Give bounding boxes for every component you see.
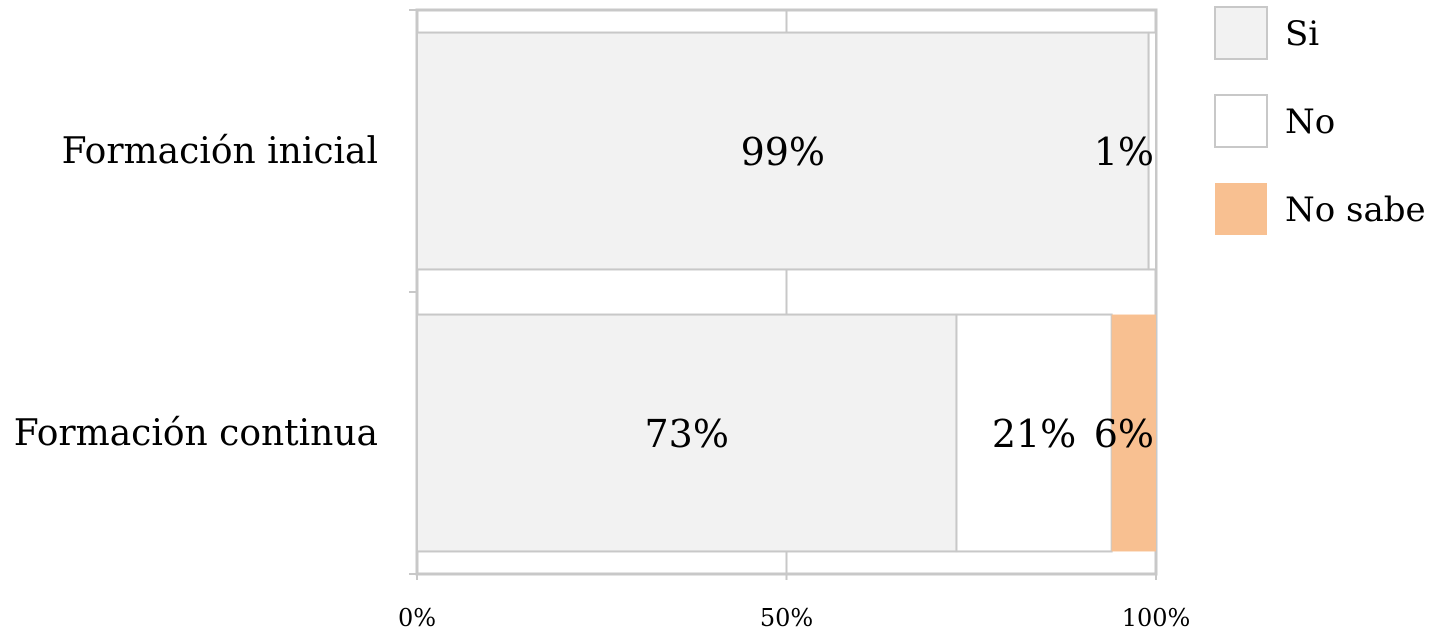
x-tick-label-50: 50% — [760, 604, 813, 630]
legend-swatch-no-sabe — [1215, 183, 1267, 235]
data-label-formacion-continua-no-sabe: 6% — [1094, 412, 1154, 456]
x-tick-label-100: 100% — [1122, 604, 1191, 630]
legend-label-no: No — [1285, 102, 1335, 142]
x-tick-label-0: 0% — [398, 604, 436, 630]
legend: Si No No sabe — [1214, 6, 1426, 235]
legend-label-si: Si — [1285, 14, 1319, 54]
bar-formacion-continua-no-sabe — [1111, 314, 1156, 552]
legend-label-no-sabe: No sabe — [1285, 190, 1426, 230]
data-label-formacion-continua-no: 21% — [992, 412, 1076, 456]
data-label-formacion-inicial-si: 99% — [741, 130, 825, 174]
category-label-formacion-inicial: Formación inicial — [62, 131, 378, 172]
category-label-formacion-continua: Formación continua — [14, 413, 378, 454]
bars — [416, 31, 1157, 553]
labels: 0% 50% 100% 99% 1% Formación inicial 73% 21% 6% F… — [14, 130, 1191, 630]
bar-formacion-inicial-no — [1147, 31, 1157, 271]
legend-swatch-no — [1214, 94, 1268, 148]
legend-swatch-si — [1214, 6, 1268, 60]
bar-formacion-continua-no — [955, 313, 1113, 553]
data-label-formacion-inicial-no: 1% — [1094, 130, 1154, 174]
axes — [409, 9, 1157, 580]
bar-formacion-inicial-si — [416, 31, 1150, 271]
data-label-formacion-continua-si: 73% — [645, 412, 729, 456]
